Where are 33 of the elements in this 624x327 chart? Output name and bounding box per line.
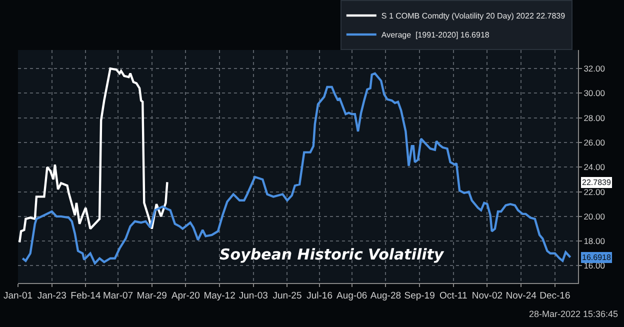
text: 22.7839 [582, 178, 612, 187]
y-tick-label: 20.00 [584, 211, 606, 222]
y-tick-label: 24.00 [584, 162, 606, 172]
x-tick-label: Mar-07 [102, 290, 134, 302]
x-tick-label: Jan-23 [37, 290, 66, 302]
x-tick-label: Aug-06 [336, 290, 368, 302]
y-tick-label: 30.00 [584, 88, 606, 98]
y-tick-label: 32.00 [584, 63, 606, 74]
y-tick-label: 18.00 [584, 236, 606, 246]
x-tick-label: Dec-16 [540, 290, 570, 302]
x-tick-label: Aug-28 [370, 290, 402, 302]
x-tick-label: Jul-16 [306, 290, 332, 302]
x-tick-label: Oct-11 [439, 290, 468, 302]
y-tick-label: 28.00 [584, 112, 606, 123]
x-tick-label: Jun-03 [238, 290, 268, 302]
x-tick-label: Nov-24 [506, 290, 536, 302]
x-tick-label: Apr-20 [171, 290, 200, 302]
text: 28-Mar-2022 15:36:45 [529, 309, 618, 319]
x-tick-label: Mar-29 [136, 290, 167, 302]
x-tick-label: Jan-01 [3, 290, 33, 302]
line-series [18, 67, 168, 244]
y-tick-label: 26.00 [584, 137, 606, 148]
x-tick-label: May-12 [204, 290, 236, 302]
x-tick-label: Feb-14 [70, 290, 101, 302]
x-tick-label: Sep-19 [404, 290, 435, 302]
x-tick-label: Jun-25 [272, 290, 302, 302]
legend-label: S 1 COMB Comdty (Volatility 20 Day) 2022 22.7839 [381, 12, 566, 21]
line-series [22, 72, 572, 264]
text: 16.6918 [582, 253, 612, 262]
x-tick-label: Nov-02 [472, 290, 503, 302]
y-tick-label: 22.00 [584, 186, 606, 197]
legend-label: Average [1991-2020] 16.6918 [381, 30, 490, 40]
text: Soybean Historic Volatility [220, 246, 445, 264]
